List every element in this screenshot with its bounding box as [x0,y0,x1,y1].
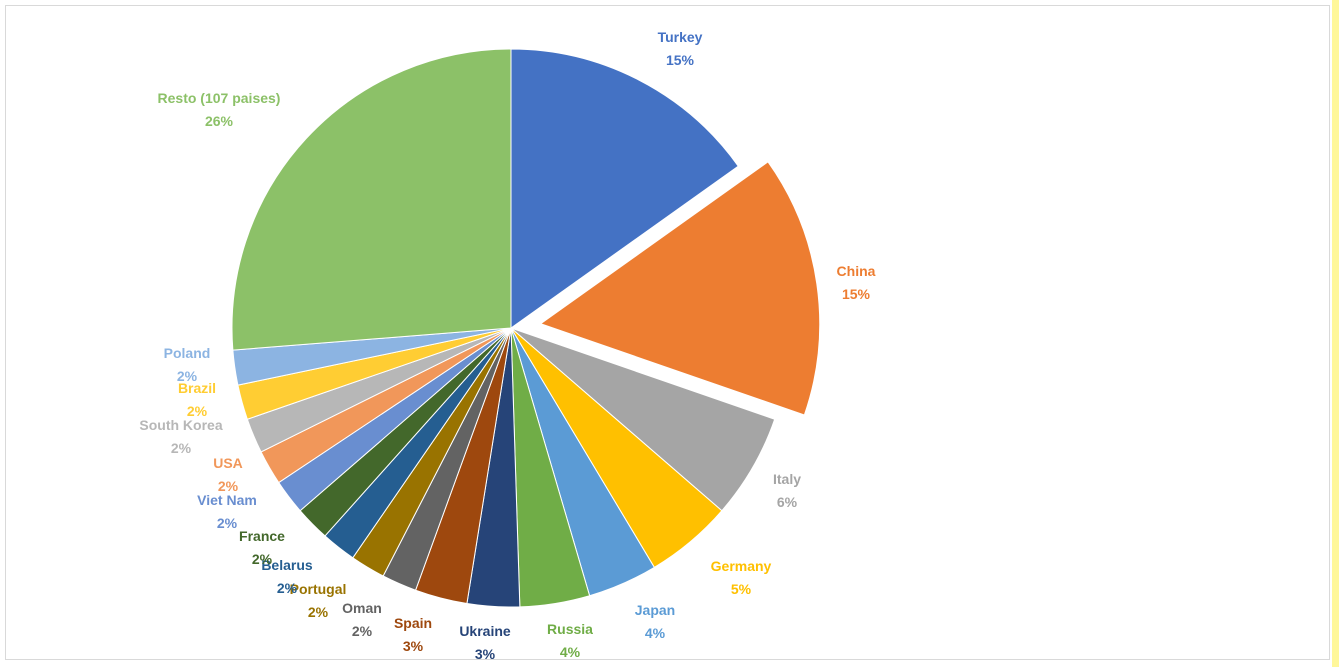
data-label-name: Japan [635,602,675,618]
data-label-belarus: Belarus 2% [261,557,313,596]
data-label-name: Portugal [290,581,347,597]
data-label-china: China 15% [837,263,876,302]
data-label-name: Germany [711,558,772,574]
data-label-name: Viet Nam [197,492,257,508]
data-label-italy: Italy 6% [773,471,801,510]
data-label-portugal: Portugal 2% [290,581,347,620]
data-label-percent: 5% [731,581,752,597]
data-label-percent: 2% [187,403,208,419]
data-label-percent: 15% [842,286,871,302]
data-label-percent: 26% [205,113,234,129]
data-label-percent: 2% [217,515,238,531]
data-label-name: USA [213,455,243,471]
data-label-percent: 2% [277,580,298,596]
data-label-name: Ukraine [459,623,511,639]
data-label-turkey: Turkey 15% [658,29,703,68]
data-label-france: France 2% [239,528,285,567]
data-label-percent: 2% [171,440,192,456]
data-label-name: Italy [773,471,801,487]
data-label-name: China [837,263,876,279]
data-label-south-korea: South Korea 2% [139,417,222,456]
data-label-oman: Oman 2% [342,600,382,639]
data-label-name: Poland [164,345,211,361]
data-label-ukraine: Ukraine 3% [459,623,511,662]
data-label-percent: 2% [252,551,273,567]
right-edge-bar [1332,0,1339,667]
pie-slice-china [539,161,821,416]
data-label-percent: 2% [352,623,373,639]
data-label-russia: Russia 4% [547,621,593,660]
data-label-name: Oman [342,600,382,616]
data-label-brazil: Brazil 2% [178,380,216,419]
data-label-japan: Japan 4% [635,602,675,641]
data-label-name: Turkey [658,29,703,45]
data-label-percent: 15% [666,52,695,68]
data-label-percent: 2% [177,368,198,384]
data-label-name: Spain [394,615,432,631]
data-label-name: South Korea [139,417,222,433]
data-label-viet-nam: Viet Nam 2% [197,492,257,531]
data-label-name: Resto (107 paises) [158,90,281,106]
data-label-resto-107-paises: Resto (107 paises) 26% [158,90,281,129]
data-label-name: France [239,528,285,544]
data-label-percent: 3% [475,646,496,662]
data-label-percent: 6% [777,494,798,510]
data-label-percent: 4% [560,644,581,660]
data-label-name: Belarus [261,557,313,573]
data-label-percent: 4% [645,625,666,641]
data-label-germany: Germany 5% [711,558,772,597]
data-label-percent: 3% [403,638,424,654]
pie-slice-resto-107-paises [231,48,512,351]
pie-slice-turkey [510,48,739,329]
data-label-percent: 2% [308,604,329,620]
data-label-percent: 2% [218,478,239,494]
data-label-spain: Spain 3% [394,615,432,654]
data-label-name: Brazil [178,380,216,396]
data-label-name: Russia [547,621,593,637]
data-label-poland: Poland 2% [164,345,211,384]
data-label-usa: USA 2% [213,455,243,494]
